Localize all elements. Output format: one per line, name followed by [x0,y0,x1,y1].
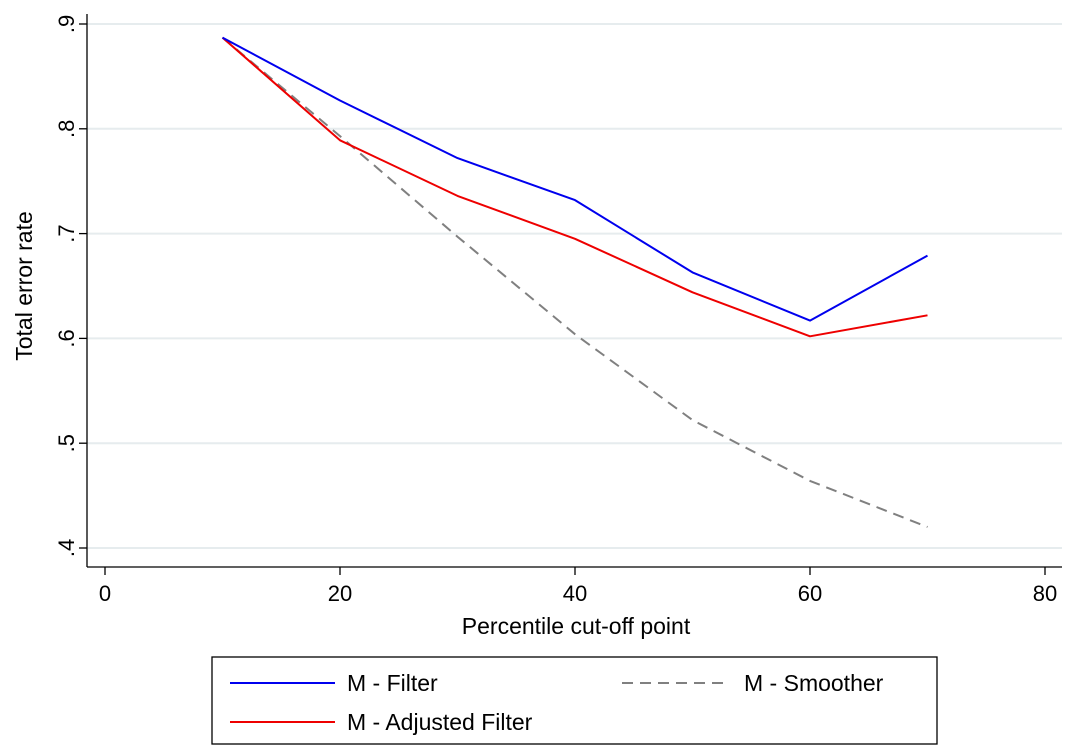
y-tick-label: .9 [54,15,79,33]
y-tick-label: .5 [54,434,79,452]
y-tick-label: .6 [54,329,79,347]
x-tick-label: 60 [798,581,822,606]
series-line-m-filter [222,36,928,322]
y-tick-label: .7 [54,224,79,242]
series-lines [221,36,928,528]
x-tick-label: 20 [328,581,352,606]
grid-lines [87,23,1062,549]
y-tick-label: .4 [54,539,79,557]
legend: M - Filter M - Adjusted Filter M - Smoot… [211,656,938,745]
x-axis-title: Percentile cut-off point [462,613,691,639]
legend-label-filter: M - Filter [347,670,438,696]
x-tick-label: 80 [1033,581,1057,606]
legend-box [211,656,938,745]
y-axis-title: Total error rate [11,211,37,361]
y-tick-label: .8 [54,120,79,138]
legend-label-smoother: M - Smoother [744,670,884,696]
legend-label-adjusted-filter: M - Adjusted Filter [347,709,533,735]
x-tick-label: 40 [563,581,587,606]
axes: .4 .5 .6 .7 .8 .9 0 20 40 60 80 [54,14,1062,606]
x-tick-label: 0 [99,581,111,606]
series-line-m-adjusted-filter [221,36,928,338]
series-line-m-smoother [221,36,928,528]
